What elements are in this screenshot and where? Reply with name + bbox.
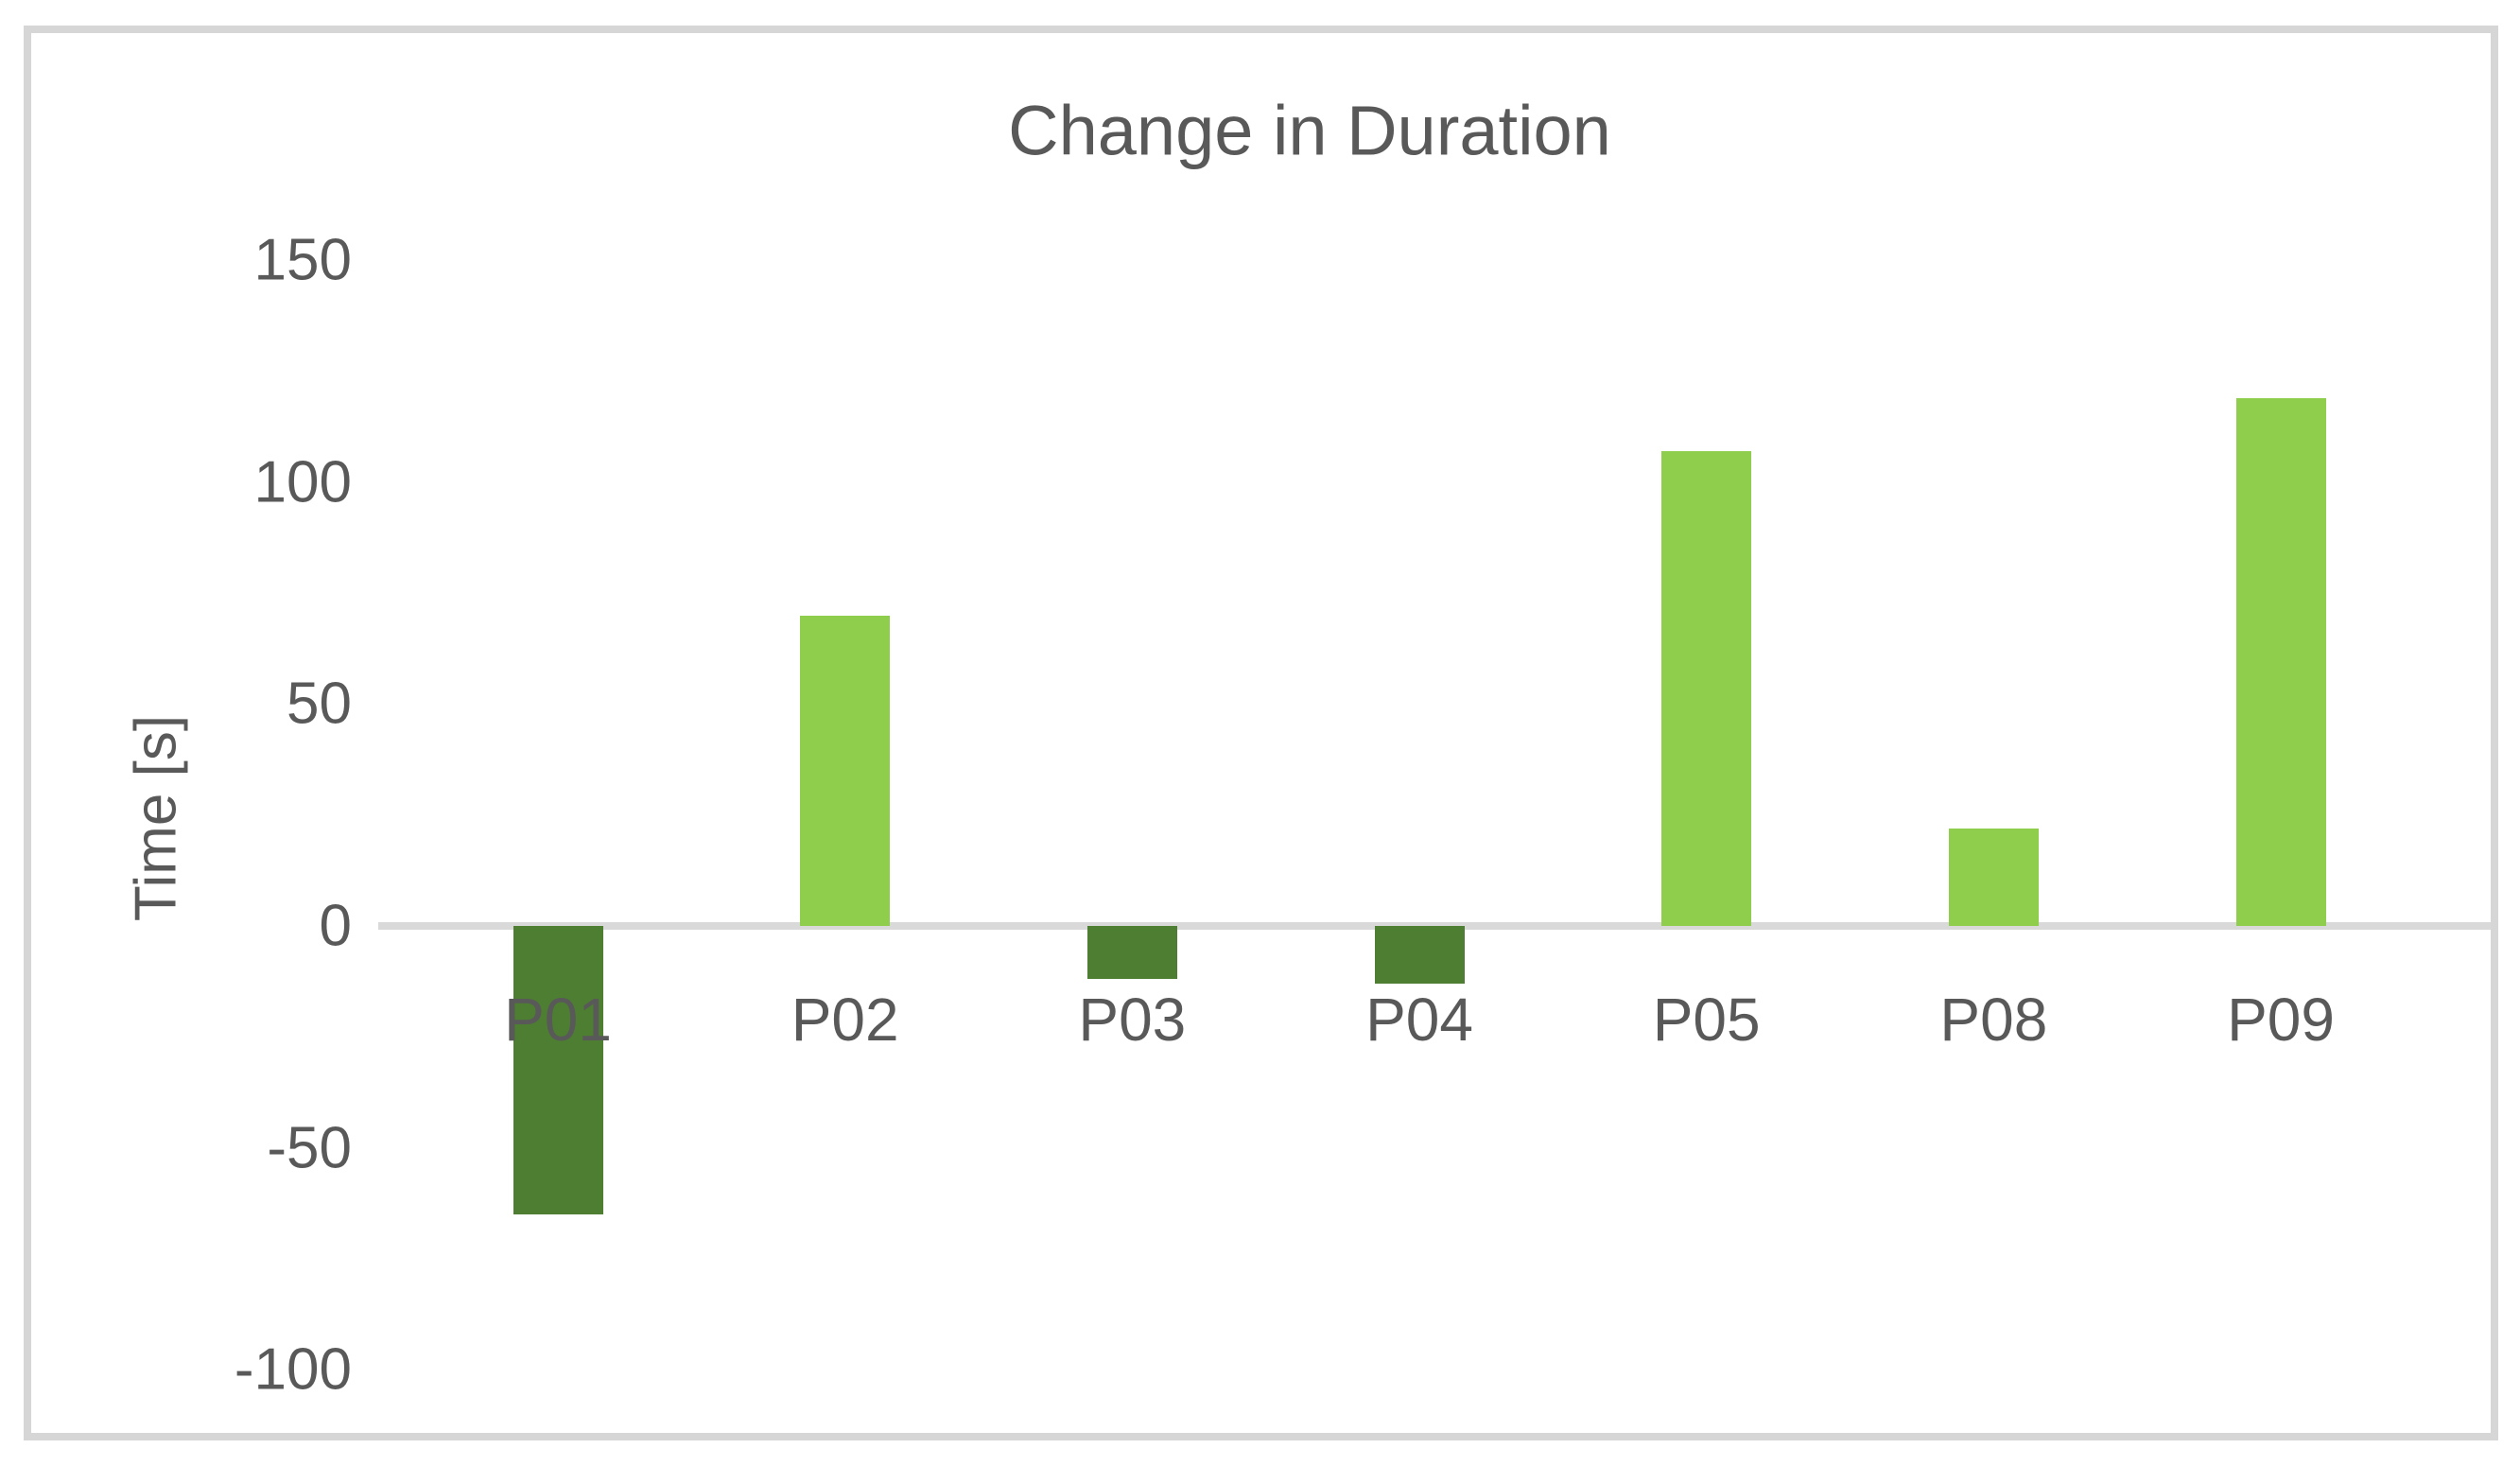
- bar-p05: [1661, 451, 1752, 926]
- y-tick-label: -50: [267, 1115, 352, 1181]
- category-label-p09: P09: [2227, 986, 2335, 1054]
- bar-p09: [2235, 397, 2326, 926]
- y-tick-label: 100: [253, 449, 352, 515]
- bar-p08: [1948, 828, 2039, 926]
- bar-p04: [1374, 926, 1465, 984]
- y-axis-title: Time [s]: [123, 714, 189, 922]
- category-label-p02: P02: [791, 986, 899, 1054]
- category-label-p04: P04: [1365, 986, 1473, 1054]
- chart-title: Change in Duration: [1008, 91, 1611, 170]
- bar-p02: [800, 615, 891, 926]
- chart-border: [24, 26, 2498, 1440]
- category-label-p01: P01: [504, 986, 612, 1054]
- y-tick-label: -100: [234, 1336, 352, 1403]
- category-label-p08: P08: [1939, 986, 2048, 1054]
- y-tick-label: 50: [287, 671, 352, 737]
- bar-p03: [1086, 926, 1177, 980]
- y-tick-label: 150: [253, 227, 352, 293]
- category-label-p03: P03: [1078, 986, 1187, 1054]
- y-tick-label: 0: [319, 893, 352, 959]
- category-label-p05: P05: [1652, 986, 1761, 1054]
- bar-p01: [513, 926, 603, 1214]
